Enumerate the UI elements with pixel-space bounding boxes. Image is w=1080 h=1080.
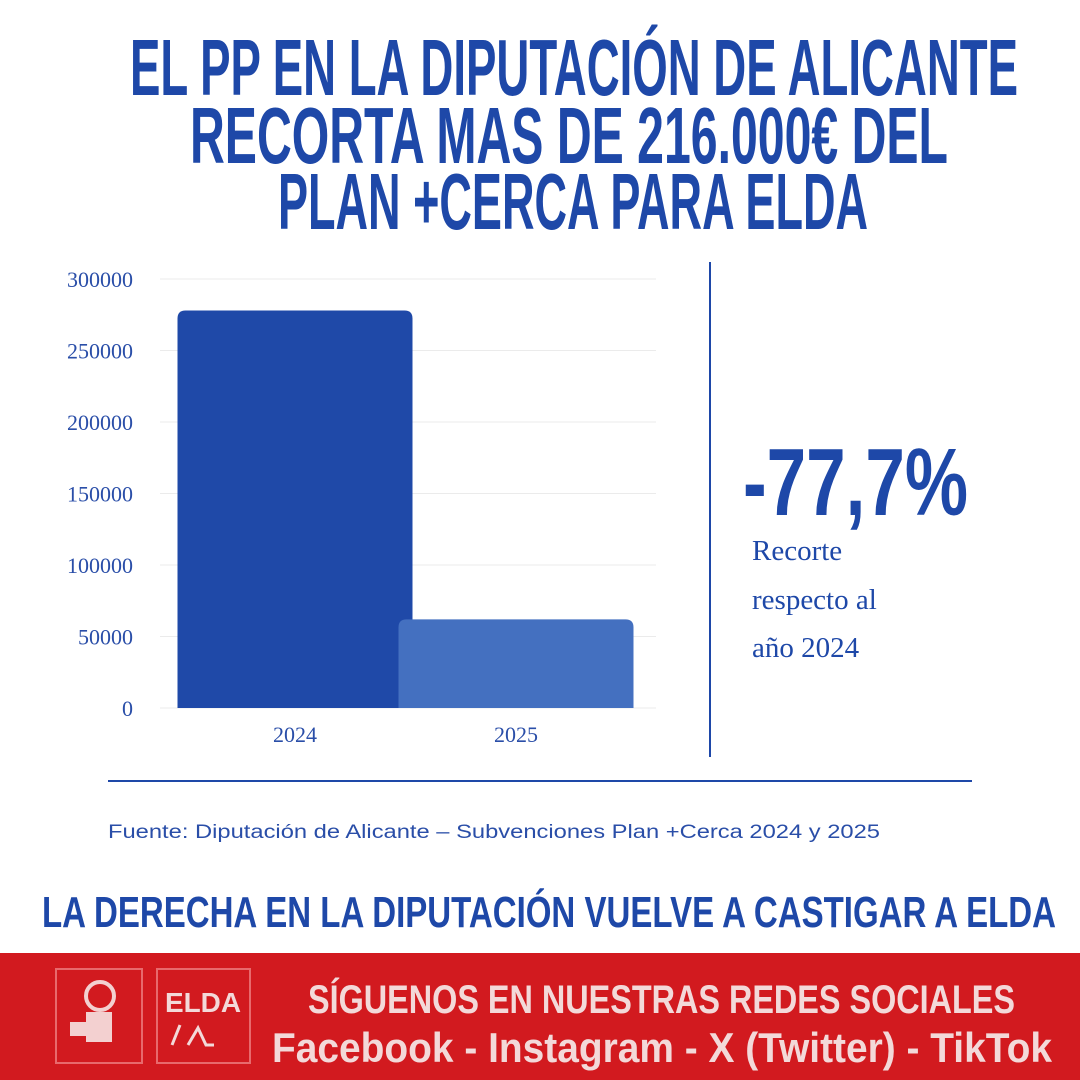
callout-line: Recorte: [752, 535, 842, 567]
y-tick-label: 50000: [78, 625, 133, 650]
fist: [70, 1022, 86, 1036]
title-line: EL PP EN LA DIPUTACIÓN DE ALICANTE: [130, 23, 1018, 112]
elda-logo: ELDA: [156, 968, 251, 1064]
logo-icon: [170, 1024, 214, 1047]
footer-line: Facebook - Instagram - X (Twitter) - Tik…: [272, 1024, 1053, 1071]
y-tick-label: 300000: [67, 267, 133, 292]
rose: [84, 980, 116, 1012]
logo-box: [55, 968, 143, 1064]
logo-text: ELDA: [165, 987, 241, 1018]
y-tick-label: 150000: [67, 482, 133, 507]
y-tick-label: 200000: [67, 410, 133, 435]
logo-box: [156, 968, 251, 1064]
source: Fuente: Diputación de Alicante – Subvenc…: [108, 822, 880, 843]
bar: [177, 310, 413, 708]
title-line: RECORTA MAS DE 216.000€ DEL: [190, 91, 948, 180]
bar: [398, 619, 634, 708]
x-tick-label: 2025: [494, 722, 538, 747]
callout-text: Recorte respecto al año 2024: [752, 535, 877, 664]
callout-line: respecto al: [752, 584, 877, 616]
title-line: PLAN +CERCA PARA ELDA: [278, 157, 868, 246]
footer-line: SÍGUENOS EN NUESTRAS REDES SOCIALES: [308, 977, 1015, 1022]
y-tick-label: 100000: [67, 553, 133, 578]
y-tick-label: 0: [122, 696, 133, 721]
footer-band: [0, 953, 1080, 1080]
x-tick-label: 2024: [273, 722, 317, 747]
bar-chart: 0 50000 100000 150000 200000 250000 300000 2024…: [67, 267, 656, 747]
fist: [86, 1012, 112, 1042]
psoe-logo: [55, 968, 143, 1064]
callout-line: año 2024: [752, 632, 860, 664]
slogan: LA DERECHA EN LA DIPUTACIÓN VUELVE A CAS…: [42, 887, 1056, 937]
y-tick-label: 250000: [67, 339, 133, 364]
title: EL PP EN LA DIPUTACIÓN DE ALICANTE RECOR…: [130, 23, 1018, 246]
callout-value: -77,7%: [743, 429, 968, 536]
